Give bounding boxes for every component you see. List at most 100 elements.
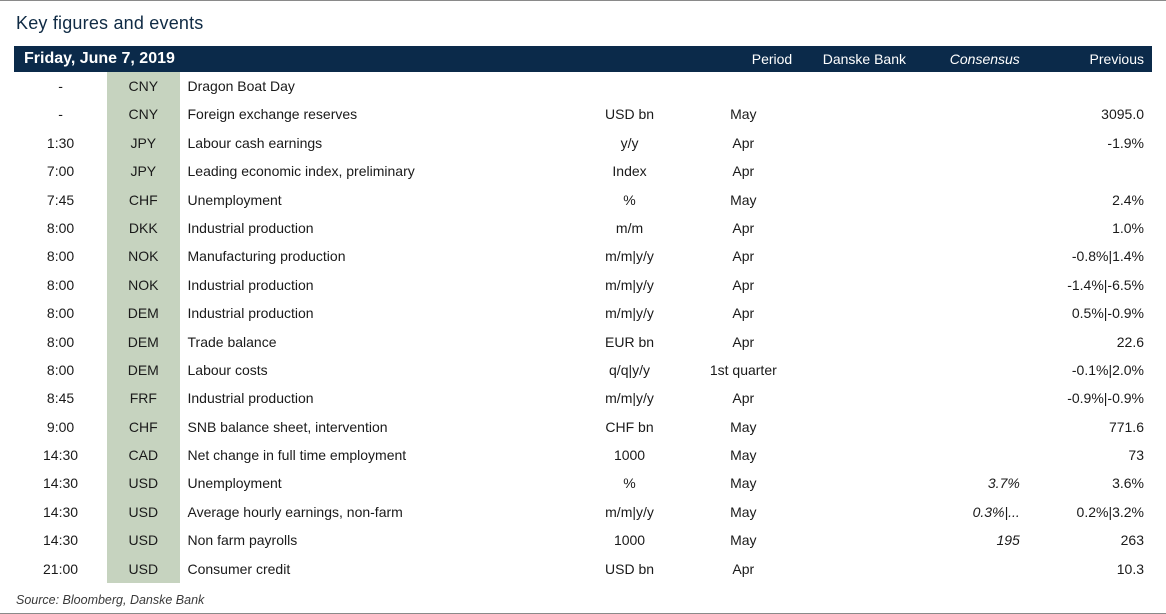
cell-cons [914,72,1028,100]
cell-db [800,526,914,554]
cell-db [800,214,914,242]
cell-period: 1st quarter [686,356,800,384]
cell-ccy: DEM [107,356,179,384]
cell-period: May [686,413,800,441]
cell-prev: -0.8%|1.4% [1028,242,1152,270]
table-row: 14:30USDUnemployment%May3.7%3.6% [14,469,1152,497]
cell-event: Leading economic index, preliminary [180,157,573,185]
table-row: 7:00JPYLeading economic index, prelimina… [14,157,1152,185]
cell-event: Industrial production [180,271,573,299]
cell-cons [914,299,1028,327]
cell-prev: -0.1%|2.0% [1028,356,1152,384]
cell-time: 9:00 [14,413,107,441]
cell-ccy: DKK [107,214,179,242]
table-row: 8:00NOKManufacturing productionm/m|y/yAp… [14,242,1152,270]
cell-period: May [686,526,800,554]
cell-time: 8:00 [14,356,107,384]
cell-db [800,129,914,157]
cell-cons [914,186,1028,214]
cell-prev: 1.0% [1028,214,1152,242]
cell-unit: m/m|y/y [573,242,687,270]
cell-ccy: CNY [107,100,179,128]
cell-prev [1028,72,1152,100]
cell-db [800,413,914,441]
cell-ccy: FRF [107,384,179,412]
cell-unit: m/m|y/y [573,299,687,327]
cell-cons [914,129,1028,157]
cell-time: - [14,72,107,100]
cell-event: Unemployment [180,469,573,497]
cell-time: 7:45 [14,186,107,214]
cell-cons [914,271,1028,299]
cell-unit: USD bn [573,100,687,128]
page-title: Key figures and events [14,9,1152,46]
table-row: 14:30USDAverage hourly earnings, non-far… [14,498,1152,526]
cell-prev: 2.4% [1028,186,1152,214]
cell-ccy: JPY [107,129,179,157]
header-period: Period [686,46,800,72]
table-row: 14:30USDNon farm payrolls1000May195263 [14,526,1152,554]
cell-cons [914,242,1028,270]
cell-event: Industrial production [180,214,573,242]
cell-event: Average hourly earnings, non-farm [180,498,573,526]
cell-unit: USD bn [573,555,687,583]
cell-time: 8:00 [14,328,107,356]
table-row: 21:00USDConsumer creditUSD bnApr10.3 [14,555,1152,583]
cell-event: Labour cash earnings [180,129,573,157]
cell-ccy: NOK [107,242,179,270]
cell-event: Non farm payrolls [180,526,573,554]
cell-period: May [686,469,800,497]
cell-period [686,72,800,100]
cell-period: Apr [686,555,800,583]
cell-cons: 195 [914,526,1028,554]
cell-time: - [14,100,107,128]
table-header-row: Friday, June 7, 2019 Period Danske Bank … [14,46,1152,72]
cell-cons [914,384,1028,412]
cell-period: Apr [686,214,800,242]
cell-event: SNB balance sheet, intervention [180,413,573,441]
cell-event: Foreign exchange reserves [180,100,573,128]
cell-cons [914,356,1028,384]
cell-unit: q/q|y/y [573,356,687,384]
cell-unit: 1000 [573,441,687,469]
cell-ccy: USD [107,469,179,497]
table-row: 8:00DKKIndustrial productionm/mApr1.0% [14,214,1152,242]
cell-event: Industrial production [180,384,573,412]
cell-period: Apr [686,328,800,356]
cell-period: Apr [686,157,800,185]
cell-time: 14:30 [14,469,107,497]
header-previous: Previous [1028,46,1152,72]
cell-unit: 1000 [573,526,687,554]
cell-db [800,299,914,327]
events-panel: Key figures and events Friday, June 7, 2… [0,0,1166,614]
cell-event: Unemployment [180,186,573,214]
cell-unit [573,72,687,100]
cell-event: Labour costs [180,356,573,384]
cell-ccy: CHF [107,413,179,441]
cell-event: Net change in full time employment [180,441,573,469]
cell-db [800,242,914,270]
cell-ccy: CHF [107,186,179,214]
cell-unit: % [573,469,687,497]
table-row: 7:45CHFUnemployment%May2.4% [14,186,1152,214]
cell-ccy: DEM [107,299,179,327]
table-row: 1:30JPYLabour cash earningsy/yApr-1.9% [14,129,1152,157]
cell-db [800,271,914,299]
table-row: 8:00DEMLabour costsq/q|y/y1st quarter -0.… [14,356,1152,384]
cell-db [800,186,914,214]
source-note: Source: Bloomberg, Danske Bank [14,583,1152,607]
cell-unit: Index [573,157,687,185]
cell-time: 8:45 [14,384,107,412]
cell-db [800,100,914,128]
cell-unit: m/m [573,214,687,242]
cell-prev [1028,157,1152,185]
cell-prev: 771.6 [1028,413,1152,441]
cell-period: Apr [686,271,800,299]
cell-event: Industrial production [180,299,573,327]
cell-unit: m/m|y/y [573,498,687,526]
cell-event: Consumer credit [180,555,573,583]
cell-cons [914,328,1028,356]
cell-time: 8:00 [14,242,107,270]
cell-db [800,157,914,185]
cell-unit: m/m|y/y [573,384,687,412]
